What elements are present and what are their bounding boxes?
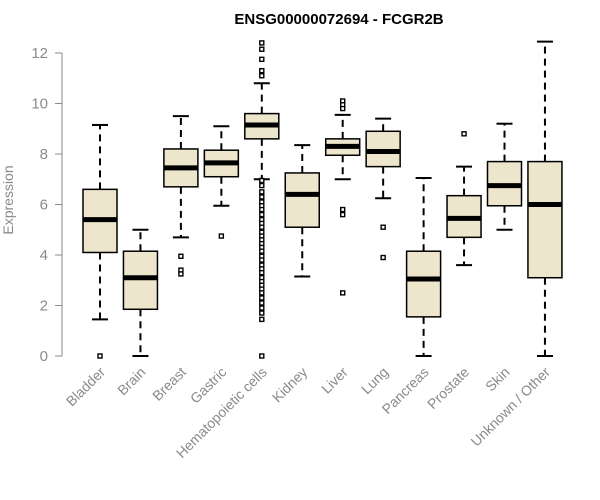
y-axis-label: Expression <box>0 165 16 234</box>
box-iqr <box>527 160 563 279</box>
outlier-point <box>259 316 265 323</box>
x-tick-label: Brain <box>114 364 148 398</box>
outlier-point <box>259 206 265 213</box>
outlier-point <box>259 182 265 189</box>
box-unknown-other <box>527 40 563 357</box>
x-tick-label: Bladder <box>63 364 109 410</box>
x-tick-label: Skin <box>482 364 513 395</box>
box-iqr <box>365 130 401 168</box>
boxes-group <box>82 40 563 359</box>
chart-title: ENSG00000072694 - FCGR2B <box>234 11 443 28</box>
y-tick-label: 6 <box>40 197 48 214</box>
outlier-point <box>259 211 265 218</box>
box-gastric <box>203 125 240 239</box>
box-kidney <box>284 144 320 278</box>
box-breast <box>163 115 199 277</box>
outlier-point <box>340 211 346 218</box>
x-tick-label: Lung <box>358 364 391 397</box>
x-tick-label: Prostate <box>424 364 472 412</box>
box-bladder <box>82 123 118 359</box>
outlier-point <box>259 40 265 46</box>
box-iqr <box>405 250 442 318</box>
y-tick-label: 8 <box>40 146 48 163</box>
outlier-point <box>340 206 346 213</box>
outlier-point <box>259 194 265 200</box>
outlier-point <box>259 290 265 296</box>
outlier-point <box>259 56 265 63</box>
outlier-point <box>259 353 265 359</box>
y-tick-label: 0 <box>40 348 48 365</box>
outlier-point <box>178 271 184 277</box>
box-pancreas <box>405 176 442 357</box>
outlier-point <box>259 295 265 301</box>
outlier-point <box>259 300 265 306</box>
x-tick-label: Liver <box>318 364 351 397</box>
box-hematopoietic-cells <box>244 40 280 359</box>
box-iqr <box>122 250 159 311</box>
outlier-point <box>259 248 265 254</box>
outlier-point <box>259 73 265 79</box>
y-tick-label: 4 <box>40 247 48 264</box>
outlier-point <box>380 224 386 230</box>
box-lung <box>365 117 401 261</box>
outlier-point <box>461 131 467 137</box>
outlier-point <box>259 224 265 230</box>
outlier-point <box>259 46 265 52</box>
x-tick-label: Breast <box>149 364 189 404</box>
box-liver <box>324 98 361 296</box>
outlier-point <box>259 257 265 263</box>
outlier-point <box>178 253 184 259</box>
box-brain <box>122 228 159 357</box>
outlier-point <box>259 269 265 276</box>
box-prostate <box>446 131 482 267</box>
y-tick-label: 2 <box>40 298 48 315</box>
box-iqr <box>284 172 320 228</box>
outlier-point <box>340 105 346 112</box>
y-tick-label: 10 <box>31 96 48 113</box>
y-axis: 0 2 4 6 8 10 12 <box>31 45 63 365</box>
outlier-point <box>259 305 265 311</box>
x-tick-label: Kidney <box>269 364 311 406</box>
outlier-point <box>97 353 103 359</box>
outlier-point <box>380 254 386 261</box>
outlier-point <box>259 310 265 316</box>
outlier-point <box>259 67 265 74</box>
y-tick-label: 12 <box>31 45 48 62</box>
outlier-point <box>259 177 265 184</box>
outlier-point <box>340 290 346 296</box>
outlier-point <box>259 189 265 195</box>
outlier-point <box>218 233 225 239</box>
box-skin <box>486 122 523 231</box>
